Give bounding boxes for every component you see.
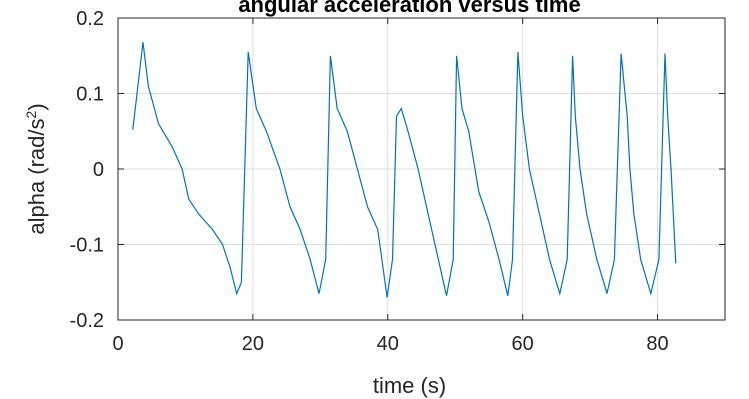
- y-tick-label: -0.1: [70, 235, 104, 257]
- x-tick-label: 40: [377, 333, 399, 355]
- y-axis-label-exponent: 2: [23, 110, 39, 118]
- x-tick-label: 20: [242, 333, 264, 355]
- y-tick-label: 0: [93, 159, 104, 181]
- x-tick-label: 0: [112, 333, 123, 355]
- y-tick-label: -0.2: [70, 310, 104, 332]
- x-axis-label: time (s): [373, 373, 446, 398]
- x-tick-label: 80: [646, 333, 668, 355]
- series-layer: [132, 42, 677, 298]
- y-tick-label: 0.1: [76, 84, 104, 106]
- y-axis-label: alpha (rad/s2): [23, 103, 49, 234]
- y-axis-label-suffix: ): [24, 103, 49, 110]
- y-axis-label-prefix: alpha (rad/s: [24, 118, 49, 234]
- y-tick-label: 0.2: [76, 8, 104, 30]
- series-line: [132, 42, 677, 298]
- x-tick-label: 60: [512, 333, 534, 355]
- grid: [117, 17, 725, 321]
- axis-ticks: 0 20 40 60 80 -0.2 -0.1 0 0.1 0.2: [70, 8, 725, 355]
- chart-title: angular acceleration versus time: [238, 0, 580, 17]
